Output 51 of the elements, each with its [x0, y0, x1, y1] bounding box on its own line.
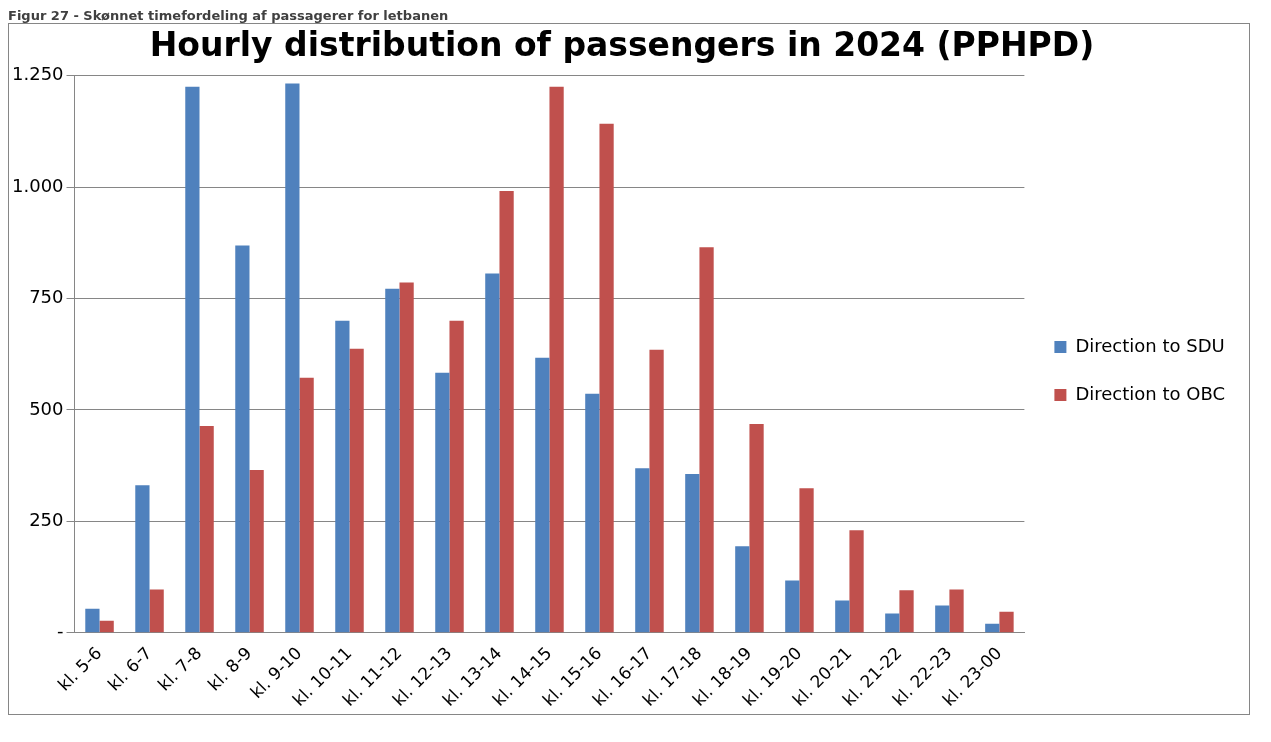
text: Figur 27 - Skønnet timefordeling af passagerer for letbanen [8, 8, 450, 23]
bar [85, 608, 100, 633]
bar [349, 348, 364, 633]
y-tick-label: 750 [29, 286, 64, 308]
bar [499, 191, 514, 633]
chart-title: Hourly distribution of passengers in 2024 (PPHPD) [149, 25, 1095, 65]
bar [999, 611, 1014, 633]
bar [235, 245, 250, 633]
bar [335, 320, 350, 633]
bar [485, 273, 500, 633]
bar [799, 488, 814, 633]
legend-label: Direction to OBC [1075, 382, 1226, 404]
legend-label: Direction to SDU [1075, 334, 1225, 356]
y-tick-label: 250 [29, 508, 64, 530]
bar [535, 357, 550, 633]
bar [299, 377, 314, 633]
bar [735, 546, 750, 633]
bar [435, 372, 450, 633]
x-tick-label: kl. 5-6 [53, 642, 106, 695]
bar [935, 605, 950, 633]
bar [885, 613, 900, 633]
bar [185, 86, 200, 633]
bar [399, 282, 414, 633]
x-tick-label: kl. 6-7 [103, 642, 156, 695]
bar [585, 393, 600, 633]
y-tick-label: 500 [29, 397, 64, 419]
bar [749, 424, 764, 633]
bar [949, 589, 964, 633]
y-tick-label: 1.250 [12, 63, 64, 85]
bar [599, 123, 614, 633]
bar [135, 485, 150, 633]
bar [635, 468, 650, 633]
bar [449, 320, 464, 633]
bar [549, 86, 564, 633]
y-tick-label: - [57, 620, 64, 642]
bar [249, 470, 264, 633]
bar [385, 288, 400, 633]
bar [899, 590, 914, 633]
bar [685, 474, 700, 633]
x-tick-label: kl. 7-8 [153, 642, 206, 695]
bar [99, 620, 114, 633]
bar [849, 530, 864, 633]
bar [199, 425, 214, 633]
bar [985, 623, 1000, 633]
bar [835, 600, 850, 633]
bar [699, 247, 714, 633]
bar [785, 580, 800, 633]
bar [285, 83, 300, 633]
bar [149, 589, 164, 633]
y-tick-label: 1.000 [12, 174, 64, 196]
bar [649, 349, 664, 633]
